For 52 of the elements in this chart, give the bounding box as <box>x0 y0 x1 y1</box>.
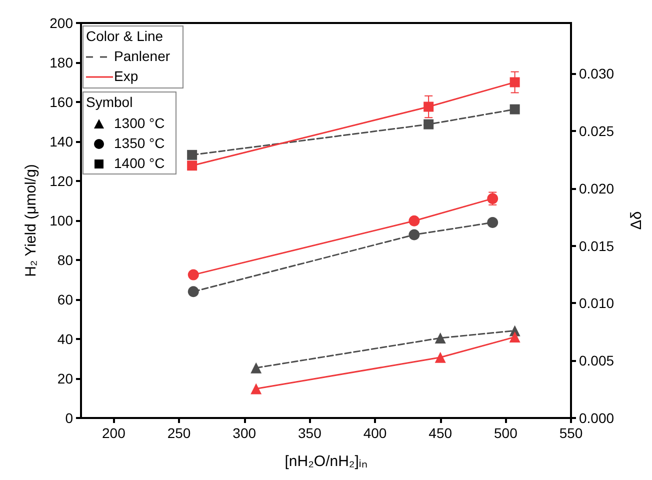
y-axis-title: H₂ Yield (μmol/g) <box>22 164 40 277</box>
y-tick-label: 200 <box>50 15 74 31</box>
point <box>510 104 520 114</box>
annotation: 1400 °C <box>114 155 165 171</box>
y2-tick-label: 0.030 <box>579 66 614 82</box>
y2-axis-title: Δδ <box>628 211 645 230</box>
y-tick-label: 180 <box>50 54 74 70</box>
y-tick-label: 0 <box>65 410 74 426</box>
point <box>424 102 434 112</box>
point <box>187 150 198 160</box>
legend-label: Panlener <box>114 48 170 64</box>
y-tick-label: 80 <box>57 252 74 268</box>
x-tick-label: 500 <box>494 425 518 441</box>
annotation: 1350 °C <box>114 135 165 151</box>
y2-tick-label: 0.005 <box>579 352 614 369</box>
x-axis-title: [nH₂O/nH₂]ᵢₙ <box>284 453 368 470</box>
point <box>250 383 262 394</box>
x-tick-label: 250 <box>167 425 191 441</box>
x-tick-label: 550 <box>559 425 583 441</box>
y-tick-label: 160 <box>50 94 74 110</box>
point <box>510 77 520 88</box>
x-tick-label: 350 <box>298 425 322 441</box>
legend-title: Color & Line <box>86 28 164 44</box>
y-tick-label: 40 <box>57 331 74 347</box>
legend-label: Exp <box>114 68 138 84</box>
point <box>434 332 446 344</box>
point <box>188 269 199 280</box>
x-tick-label: 200 <box>102 425 126 441</box>
y-tick-label: 100 <box>50 212 74 228</box>
point <box>187 160 198 171</box>
point <box>188 286 199 298</box>
y-tick-label: 60 <box>57 292 74 308</box>
x-tick-label: 400 <box>363 425 387 441</box>
point <box>408 229 420 240</box>
x-tick-label: 450 <box>428 425 452 441</box>
point <box>509 332 520 343</box>
y2-tick-label: 0.025 <box>579 122 614 139</box>
point <box>434 352 446 363</box>
point <box>250 362 262 374</box>
y2-tick-label: 0.000 <box>579 410 614 426</box>
point <box>408 215 420 226</box>
point <box>487 216 498 228</box>
y-tick-label: 140 <box>50 134 74 150</box>
point <box>424 119 434 130</box>
y-tick-label: 120 <box>50 173 74 189</box>
y2-tick-label: 0.020 <box>579 180 614 196</box>
annotation: 1300 °C <box>114 115 165 131</box>
y2-tick-label: 0.010 <box>579 295 614 312</box>
y-tick-label: 20 <box>57 370 74 386</box>
y2-tick-label: 0.015 <box>579 238 614 254</box>
annotation: Symbol <box>86 94 133 110</box>
x-tick-label: 300 <box>232 425 256 441</box>
